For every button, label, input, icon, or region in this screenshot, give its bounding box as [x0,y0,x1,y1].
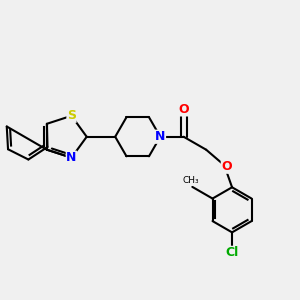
Text: N: N [155,130,166,143]
Text: N: N [66,151,77,164]
Text: O: O [221,160,232,173]
Text: CH₃: CH₃ [183,176,199,185]
Text: O: O [178,103,189,116]
Text: Cl: Cl [225,246,239,260]
Text: S: S [67,109,76,122]
